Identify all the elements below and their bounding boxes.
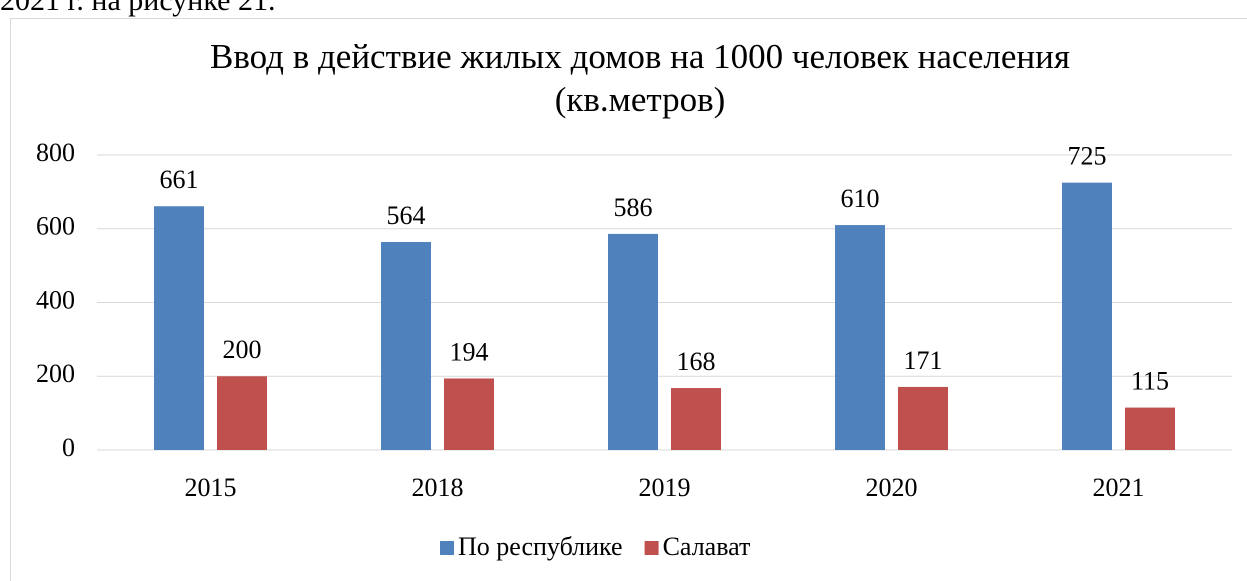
bar — [898, 386, 948, 450]
x-tick-label: 2018 — [412, 473, 464, 502]
legend-label: По республике — [458, 532, 623, 561]
legend-label: Салават — [663, 532, 751, 561]
x-tick-label: 2020 — [866, 473, 918, 502]
data-label: 171 — [904, 346, 943, 375]
bar — [671, 388, 721, 450]
bar — [381, 242, 431, 450]
data-label: 194 — [450, 337, 489, 366]
data-label: 725 — [1068, 142, 1107, 171]
y-tick-label: 800 — [36, 138, 75, 167]
y-tick-label: 200 — [36, 359, 75, 388]
y-tick-label: 0 — [62, 433, 75, 462]
x-tick-label: 2015 — [185, 473, 237, 502]
y-tick-label: 600 — [36, 212, 75, 241]
data-label: 115 — [1131, 367, 1169, 396]
bar — [217, 376, 267, 450]
bar — [154, 206, 204, 450]
chart-title: (кв.метров) — [555, 80, 726, 119]
data-label: 586 — [614, 193, 653, 222]
data-label: 564 — [387, 201, 426, 230]
data-label: 200 — [223, 335, 262, 364]
data-label: 610 — [841, 184, 880, 213]
bar — [608, 233, 658, 450]
bar — [444, 378, 494, 450]
y-tick-label: 400 — [36, 285, 75, 314]
bar — [835, 225, 885, 450]
legend-swatch — [644, 541, 659, 555]
bar — [1125, 407, 1175, 450]
data-label: 661 — [160, 165, 199, 194]
x-tick-label: 2019 — [639, 473, 691, 502]
x-tick-label: 2021 — [1093, 473, 1145, 502]
chart-title: Ввод в действие жилых домов на 1000 чело… — [210, 37, 1070, 76]
data-label: 168 — [677, 347, 716, 376]
bar — [1062, 182, 1112, 450]
text-above: 2021 г. на рисунке 21. — [0, 0, 275, 17]
legend-swatch — [440, 541, 454, 555]
